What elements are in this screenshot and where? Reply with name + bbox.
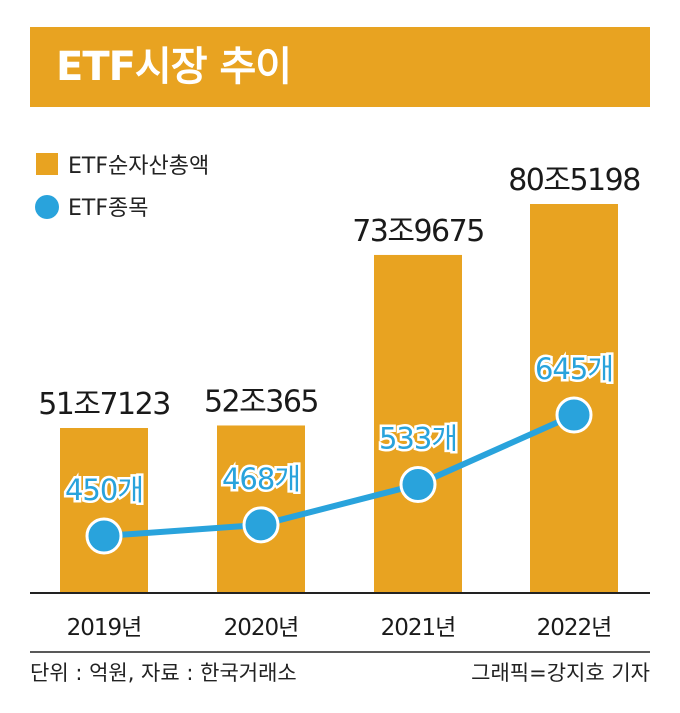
bar-value-label: 51조7123 (38, 387, 170, 422)
line-value-label: 533개 (379, 421, 457, 455)
line-point-1 (85, 517, 123, 555)
chart-title: ETF시장 추이 (56, 44, 292, 90)
bar-1 (60, 428, 148, 593)
bar-value-label: 73조9675 (352, 214, 484, 249)
line-value-label: 645개 (535, 352, 613, 386)
bar-value-label: 80조5198 (508, 163, 640, 198)
x-tick-label: 2021년 (381, 615, 456, 641)
line-value-label: 468개 (222, 462, 300, 496)
legend-line-swatch (35, 195, 59, 219)
series-line (103, 412, 576, 539)
legend-bar-label: ETF순자산총액 (68, 154, 209, 179)
bar-value-label: 52조365 (204, 384, 318, 419)
legend: ETF순자산총액 ETF종목 (35, 153, 209, 221)
legend-line-label: ETF종목 (68, 196, 148, 221)
graphic-credit: 그래픽=강지호 기자 (471, 661, 650, 685)
source-note: 단위 : 억원, 자료 : 한국거래소 (30, 661, 297, 685)
legend-bar-swatch (36, 153, 58, 175)
title-banner: ETF시장 추이 (30, 27, 650, 107)
x-tick-label: 2022년 (537, 615, 612, 641)
x-tick-label: 2020년 (224, 615, 299, 641)
line-value-label: 450개 (65, 473, 143, 507)
line-point-3 (399, 465, 437, 503)
bar-3 (374, 254, 462, 593)
line-point-4 (555, 396, 593, 434)
line-point-2 (242, 506, 280, 544)
x-tick-label: 2019년 (67, 615, 142, 641)
